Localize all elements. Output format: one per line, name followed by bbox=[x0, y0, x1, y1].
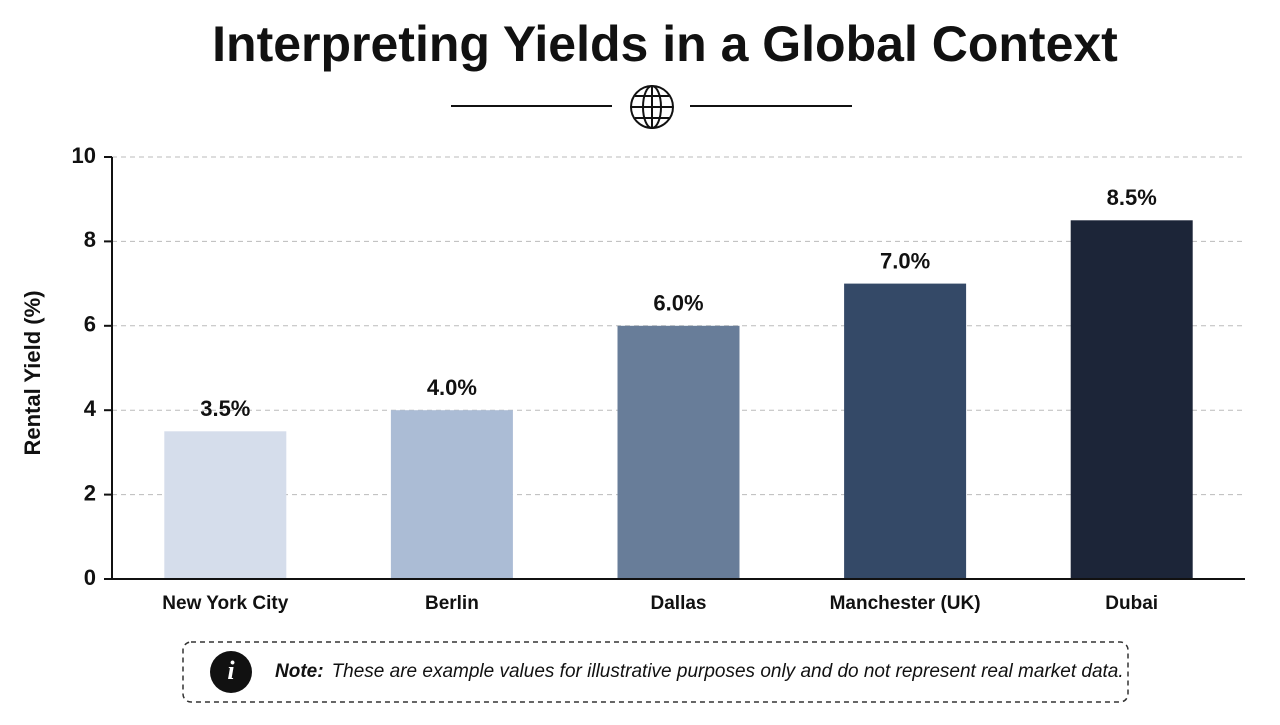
y-axis-label: Rental Yield (%) bbox=[20, 290, 45, 455]
x-tick-label: Berlin bbox=[425, 593, 479, 614]
y-tick-label: 2 bbox=[84, 480, 96, 505]
value-label: 3.5% bbox=[200, 396, 250, 421]
note-box: i Note: These are example values for illu… bbox=[182, 641, 1129, 703]
chart-title: Interpreting Yields in a Global Context bbox=[212, 16, 1118, 72]
note-label: Note: bbox=[275, 661, 324, 682]
value-label: 4.0% bbox=[427, 375, 477, 400]
value-label: 8.5% bbox=[1107, 185, 1157, 210]
value-label: 6.0% bbox=[653, 291, 703, 316]
bar bbox=[1070, 220, 1193, 580]
y-tick-label: 8 bbox=[84, 227, 96, 252]
note: Note: These are example values for illust… bbox=[275, 661, 1124, 682]
bar bbox=[844, 283, 967, 579]
bar bbox=[390, 410, 513, 579]
svg-text:i: i bbox=[227, 656, 235, 685]
value-label: 7.0% bbox=[880, 248, 930, 273]
y-tick-label: 0 bbox=[84, 565, 96, 590]
title-decoration bbox=[451, 85, 852, 129]
y-tick-label: 6 bbox=[84, 312, 96, 337]
y-tick-label: 4 bbox=[84, 396, 97, 421]
x-tick-label: Dubai bbox=[1105, 593, 1158, 614]
x-tick-label: Manchester (UK) bbox=[830, 593, 981, 614]
bar bbox=[164, 431, 287, 579]
bar bbox=[617, 325, 740, 579]
y-tick-label: 10 bbox=[72, 143, 96, 168]
x-tick-label: Dallas bbox=[651, 593, 707, 614]
x-tick-label: New York City bbox=[162, 593, 288, 614]
note-text: These are example values for illustrativ… bbox=[332, 661, 1124, 682]
